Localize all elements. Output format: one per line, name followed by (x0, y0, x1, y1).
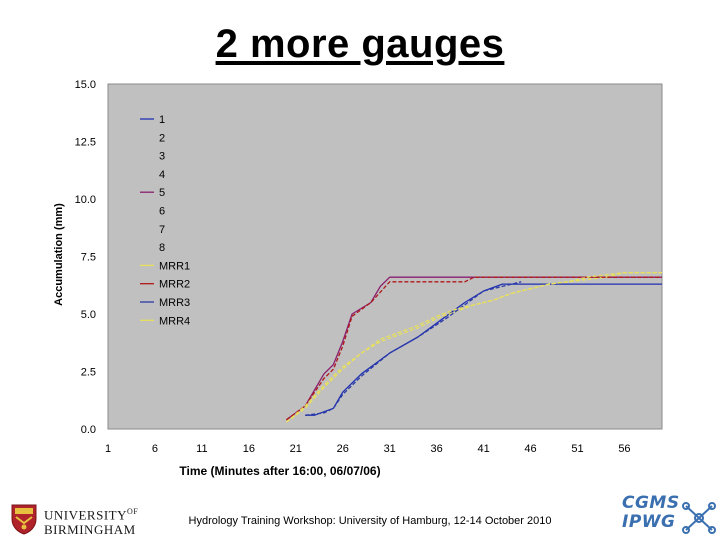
x-tick-label: 36 (431, 443, 443, 455)
legend-label: 3 (159, 151, 165, 163)
legend-label: 6 (159, 206, 165, 218)
y-tick-label: 5.0 (81, 309, 96, 321)
slide-title: 2 more gauges (215, 22, 505, 66)
y-tick-label: 7.5 (81, 252, 96, 264)
y-tick-label: 10.0 (75, 194, 96, 206)
cgms-ipwg-text: CGMS IPWG (622, 494, 680, 532)
legend-label: MRR4 (159, 315, 190, 327)
x-tick-label: 21 (290, 443, 302, 455)
plot-area (107, 83, 663, 430)
series-line-mrr2 (286, 276, 662, 421)
ipwg-label: IPWG (622, 512, 676, 532)
x-tick-label: 31 (384, 443, 396, 455)
x-tick-label: 51 (571, 443, 583, 455)
chart-canvas: 0.02.55.07.510.012.515.01 6 11 16 21 26 31 36 41… (53, 79, 663, 478)
x-tick-label: 11 (196, 443, 207, 455)
chart: 0.0 2.5 5.0 7.5 10.0 12.5 15.0 1 6 11 16 21 26 31 36 41… (53, 79, 663, 478)
crest-icon (11, 504, 37, 535)
legend-label: MRR2 (159, 279, 190, 291)
legend-label: 7 (159, 224, 165, 236)
network-icon (682, 502, 716, 534)
legend-label: 8 (159, 242, 165, 254)
legend-label: 1 (159, 114, 165, 126)
legend-label: MRR3 (159, 297, 190, 309)
university-line1: UNIVERSITY (44, 507, 127, 523)
y-tick-label: 0.0 (81, 424, 96, 436)
cgms-label: CGMS (622, 493, 680, 513)
legend-label: 4 (159, 169, 165, 181)
university-of: OF (127, 507, 139, 516)
university-line2: BIRMINGHAM (44, 522, 136, 538)
cgms-ipwg-logo: CGMS IPWG (614, 494, 718, 540)
series-line-mrr4 (285, 271, 662, 423)
legend-label: MRR1 (159, 260, 190, 272)
university-of-birmingham-logo: UNIVERSITYOF BIRMINGHAM (10, 503, 170, 537)
y-axis-label: Accumulation (mm) (53, 203, 65, 306)
y-tick-label: 15.0 (75, 79, 96, 91)
series-line-mrr1 (286, 271, 662, 423)
series-line-mrr3 (305, 281, 522, 416)
x-tick-label: 1 (105, 443, 111, 455)
x-tick-label: 41 (477, 443, 489, 455)
y-tick-label: 2.5 (81, 367, 96, 379)
x-tick-label: 56 (618, 443, 630, 455)
legend-label: 5 (159, 187, 165, 199)
university-name: UNIVERSITYOF BIRMINGHAM (44, 504, 138, 537)
x-axis-label: Time (Minutes after 16:00, 06/07/06) (179, 464, 380, 478)
x-tick-label: 6 (152, 443, 158, 455)
footer-text: Hydrology Training Workshop: University … (188, 515, 552, 527)
x-tick-label: 46 (524, 443, 536, 455)
y-tick-label: 12.5 (75, 137, 96, 149)
series-line-5 (286, 276, 662, 421)
x-tick-label: 16 (243, 443, 255, 455)
x-tick-label: 26 (337, 443, 349, 455)
legend-label: 2 (159, 132, 165, 144)
